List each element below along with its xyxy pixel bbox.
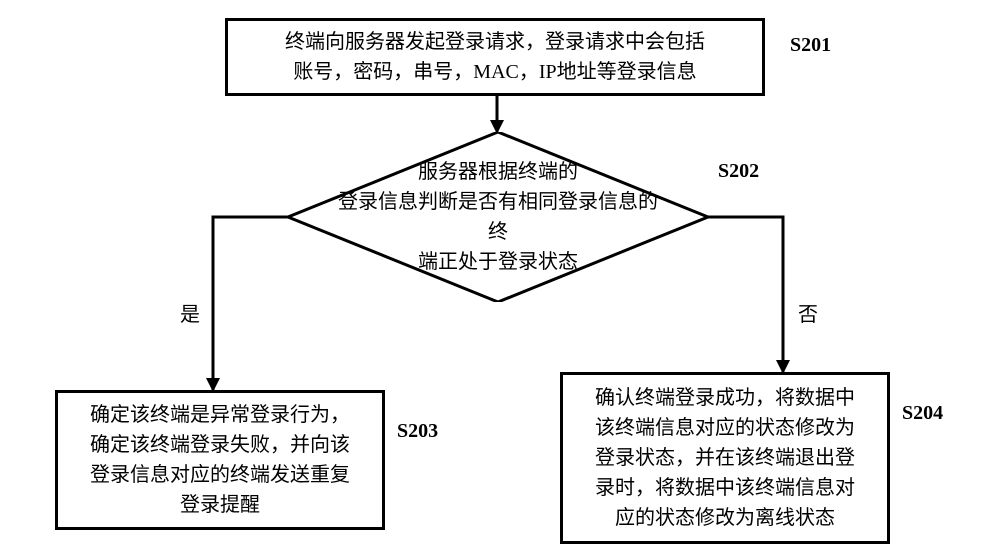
- flowchart-canvas: 终端向服务器发起登录请求，登录请求中会包括账号，密码，串号，MAC，IP地址等登…: [0, 0, 1000, 554]
- node-s203-text: 确定该终端是异常登录行为，确定该终端登录失败，并向该登录信息对应的终端发送重复登…: [90, 400, 350, 520]
- label-s204: S204: [902, 402, 943, 425]
- node-s202-text: 服务器根据终端的登录信息判断是否有相同登录信息的终端正处于登录状态: [334, 157, 662, 277]
- label-s201: S201: [790, 34, 831, 57]
- label-s202: S202: [718, 160, 759, 183]
- label-s203: S203: [397, 420, 438, 443]
- node-s204: 确认终端登录成功，将数据中该终端信息对应的状态修改为登录状态，并在该终端退出登录…: [560, 372, 890, 544]
- edge-label-yes: 是: [180, 298, 200, 327]
- node-s202: 服务器根据终端的登录信息判断是否有相同登录信息的终端正处于登录状态: [288, 132, 708, 302]
- node-s201: 终端向服务器发起登录请求，登录请求中会包括账号，密码，串号，MAC，IP地址等登…: [225, 18, 765, 96]
- node-s201-text: 终端向服务器发起登录请求，登录请求中会包括账号，密码，串号，MAC，IP地址等登…: [285, 27, 705, 87]
- node-s204-text: 确认终端登录成功，将数据中该终端信息对应的状态修改为登录状态，并在该终端退出登录…: [595, 383, 855, 533]
- edge-label-no: 否: [798, 298, 818, 327]
- node-s203: 确定该终端是异常登录行为，确定该终端登录失败，并向该登录信息对应的终端发送重复登…: [55, 390, 385, 530]
